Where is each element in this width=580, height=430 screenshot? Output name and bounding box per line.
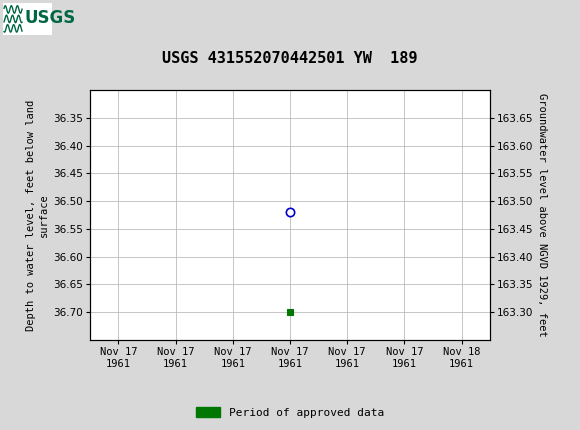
Y-axis label: Depth to water level, feet below land
surface: Depth to water level, feet below land su…: [26, 99, 49, 331]
Text: USGS: USGS: [24, 9, 75, 27]
Bar: [3, 3, 52, 35]
Text: USGS 431552070442501 YW  189: USGS 431552070442501 YW 189: [162, 51, 418, 65]
Y-axis label: Groundwater level above NGVD 1929, feet: Groundwater level above NGVD 1929, feet: [538, 93, 548, 337]
Legend: Period of approved data: Period of approved data: [191, 403, 389, 422]
